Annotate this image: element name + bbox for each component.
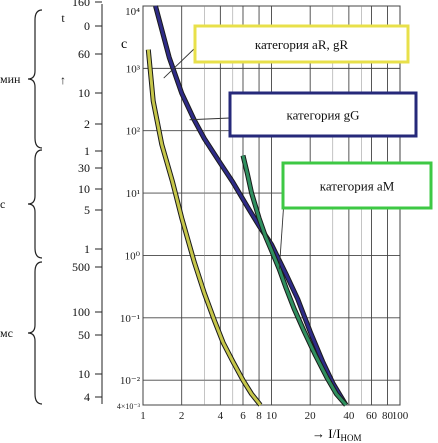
seconds-brace <box>27 149 43 259</box>
up-arrow-icon: ↑ <box>60 73 66 87</box>
second-mark: 10 <box>78 182 90 196</box>
legend-callouts: категория aR, gR категория gG категория aM <box>193 24 433 210</box>
series-line <box>154 5 348 406</box>
y-tick-label: 10⁻¹ <box>120 313 140 325</box>
x-tick-label: 100 <box>392 410 409 422</box>
y-tick-label: 4×10⁻³ <box>117 402 141 411</box>
x-tick-label: 10 <box>266 410 278 422</box>
legend-box <box>228 91 418 138</box>
x-tick-label: 4 <box>218 410 224 422</box>
t-label: t <box>61 11 65 25</box>
x-tick-label: 8 <box>256 410 262 422</box>
minute-mark: 1 <box>84 144 90 158</box>
y-tick-label: 10⁻² <box>120 375 141 387</box>
legend-callout: категория aR, gR <box>193 24 410 64</box>
legend-label: категория gG <box>286 108 359 123</box>
y-tick-label: 10¹ <box>126 188 140 200</box>
minutes-brace <box>27 9 43 149</box>
minute-mark: 10 <box>78 86 90 100</box>
x-tick-label: 60 <box>366 410 378 422</box>
y-tick-label: 10⁴ <box>125 6 140 18</box>
minute-mark: 160 <box>72 0 90 9</box>
millisecond-mark: 500 <box>72 260 90 274</box>
milliseconds-brace <box>27 261 43 405</box>
x-tick-label: 1 <box>140 410 146 422</box>
x-tick-label: 2 <box>179 410 185 422</box>
minute-mark: 2 <box>84 117 90 131</box>
series-layer <box>145 5 349 407</box>
millisecond-mark: 10 <box>78 367 90 381</box>
x-tick-label: 20 <box>305 410 317 422</box>
y-axis-label: c <box>121 37 127 52</box>
seconds-unit: с <box>0 197 5 211</box>
legend-box <box>281 161 433 210</box>
millisecond-mark: 4 <box>84 390 90 404</box>
second-mark: 1 <box>84 242 90 256</box>
y-tick-label: 10² <box>126 126 141 138</box>
minute-mark: 0 <box>84 19 90 33</box>
legend-label: категория aR, gR <box>255 37 349 52</box>
milliseconds-unit: мс <box>0 326 13 340</box>
x-tick-label: 6 <box>240 410 246 422</box>
legend-label: категория aM <box>320 179 395 194</box>
legend-leader-line <box>163 47 196 79</box>
millisecond-mark: 100 <box>72 305 90 319</box>
x-tick-label: 80 <box>382 410 394 422</box>
x-tick-label: 40 <box>343 410 355 422</box>
second-mark: 5 <box>84 203 90 217</box>
x-axis-label: → I/IНОМ <box>312 426 362 443</box>
minute-mark: 60 <box>78 47 90 61</box>
y-tick-label: 10³ <box>126 63 141 75</box>
millisecond-mark: 50 <box>78 328 90 342</box>
time-scale: 160 0 60 10 2 1 30 10 5 1 500 100 50 10 4 t ↑ мин с мс <box>0 0 103 405</box>
y-axis-ticks: 4×10⁻³ 10⁻² 10⁻¹ 10⁰ 10¹ 10² 10³ 10⁴ <box>117 6 141 411</box>
minutes-unit: мин <box>0 72 21 86</box>
legend-callout: категория aM <box>281 161 433 210</box>
legend-callout: категория gG <box>228 91 418 138</box>
legend-leader-line <box>189 117 231 121</box>
series-line <box>241 155 348 406</box>
series-line <box>146 49 262 406</box>
legend-box <box>193 24 410 64</box>
second-mark: 30 <box>78 161 90 175</box>
y-tick-label: 10⁰ <box>125 250 141 262</box>
